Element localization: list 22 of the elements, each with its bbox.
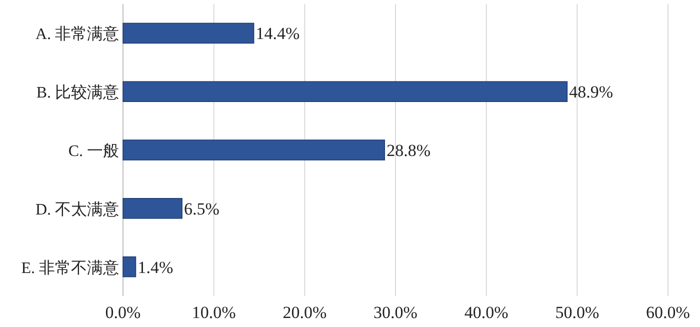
data-label: 28.8% [386,141,431,160]
x-tick-label: 30.0% [374,303,418,322]
y-tick-label: C. 一般 [68,143,119,160]
x-tick-label: 50.0% [555,303,600,322]
bar [122,198,182,219]
x-tick-label: 10.0% [192,303,236,322]
y-tick-label: A. 非常满意 [35,25,119,44]
x-tick-label: 20.0% [282,303,327,322]
bar [122,22,254,44]
x-tick-label: 60.0% [646,303,690,322]
x-tick-label: 40.0% [464,303,508,322]
y-tick-label: B. 比较满意 [36,84,119,102]
bar [122,256,136,278]
data-label: 1.4% [138,258,174,277]
y-tick-label: E. 非常不满意 [21,258,119,277]
bar [122,81,568,102]
data-label: 6.5% [184,199,220,218]
y-tick-label: D. 不太满意 [35,200,119,218]
x-tick-label: 0.0% [105,303,141,322]
bar [122,140,385,160]
data-label: 14.4% [256,24,300,44]
data-label: 48.9% [569,82,614,102]
